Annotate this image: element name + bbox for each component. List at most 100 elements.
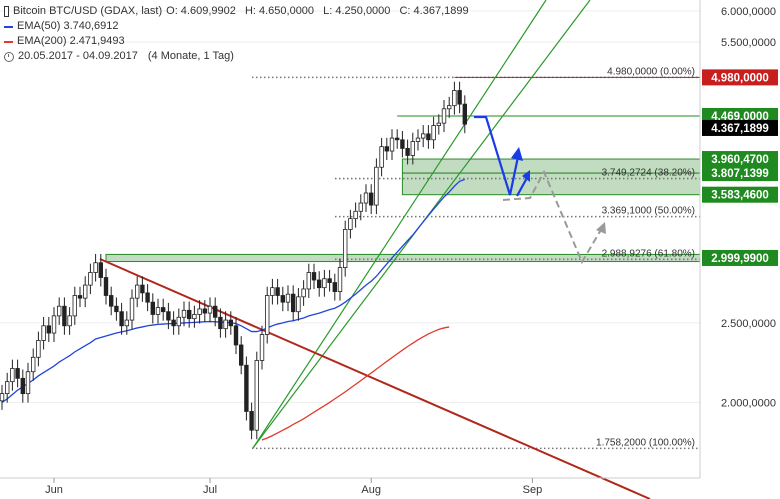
y-tick-label: 6.000,0000 <box>721 6 776 18</box>
candle <box>114 297 119 321</box>
projection-path-blue-2 <box>516 175 529 197</box>
candle-body <box>405 148 410 156</box>
candle-body <box>67 315 72 327</box>
fib-level-label: 3.369,1000 (50.00%) <box>602 206 695 217</box>
candle <box>150 293 155 324</box>
candle <box>223 311 228 338</box>
candle <box>155 298 161 324</box>
candle-body <box>379 146 384 168</box>
candle <box>25 362 31 403</box>
candle-body <box>301 288 306 298</box>
price-tag-box <box>702 186 778 203</box>
price-tag-box <box>702 119 778 136</box>
candle-body <box>389 137 395 152</box>
price-tag: 4.980,0000 <box>702 69 778 86</box>
candle <box>400 130 405 158</box>
candle <box>0 384 5 410</box>
fib-level-label: 1.758,2000 (100.00%) <box>596 437 695 448</box>
candle <box>415 129 421 151</box>
candle <box>186 301 192 328</box>
candle <box>30 348 36 381</box>
candle-body <box>30 356 36 373</box>
candle <box>311 263 317 290</box>
candle <box>457 81 462 114</box>
candle-body <box>311 272 317 281</box>
y-axis: 6.000,0000 5.500,0000 2.500,0000 2.000,0000 <box>699 0 776 478</box>
candle-body <box>441 108 447 124</box>
candle-body <box>140 284 145 294</box>
candle-body <box>218 316 223 330</box>
down-trendline <box>99 258 651 499</box>
legend-instrument-row: Bitcoin BTC/USD (GDAX, last) O: 4.609,99… <box>4 4 475 19</box>
candle-body <box>327 278 332 283</box>
candle-body <box>15 368 20 379</box>
y-tick-label: 2.000,0000 <box>721 397 776 409</box>
candle <box>462 95 467 134</box>
candle-body <box>337 267 343 292</box>
candle-body <box>134 284 140 299</box>
candle-body <box>316 279 322 289</box>
candle <box>446 96 452 118</box>
candle <box>176 308 181 335</box>
candle <box>254 351 259 440</box>
candle-body <box>436 122 441 126</box>
candle-body <box>10 368 15 383</box>
ohlc-values: O: 4.609,9902 H: 4.650,0000 L: 4.250,000… <box>166 4 474 19</box>
date-range: 20.05.2017 - 04.09.2017 <box>18 50 138 62</box>
candle-body <box>264 295 270 335</box>
candle <box>51 307 57 343</box>
candle <box>322 269 327 297</box>
candle-body <box>72 295 77 317</box>
candle-body <box>462 103 467 125</box>
price-tag-box <box>702 69 778 86</box>
projection-path-blue <box>474 115 521 196</box>
candle-body <box>384 146 389 152</box>
candle-body <box>249 411 254 431</box>
candle-body <box>129 297 135 321</box>
candle <box>316 271 322 297</box>
ema200-swatch <box>4 40 13 43</box>
candle-body <box>119 311 124 327</box>
ema200-label: EMA(200) 2.471,9493 <box>17 35 125 47</box>
low-value: L: 4.250,0000 <box>323 5 391 17</box>
x-tick-label: Aug <box>361 484 381 496</box>
candle-body <box>88 272 93 286</box>
candle-body <box>254 360 259 431</box>
candle <box>36 331 41 367</box>
candle <box>290 285 296 321</box>
candle <box>72 286 77 325</box>
arrow-head-gray <box>596 222 606 234</box>
candle-body <box>285 293 291 303</box>
candle <box>98 253 103 287</box>
fib-level-label: 3.749,2724 (38.20%) <box>602 168 695 179</box>
candle <box>405 139 410 165</box>
candle-body <box>93 262 98 273</box>
candlesticks <box>0 81 467 440</box>
candle-body <box>41 325 46 341</box>
candle-body <box>77 295 83 299</box>
candle <box>171 311 176 335</box>
x-tick-label: Sep <box>523 484 543 496</box>
candle <box>394 129 400 149</box>
candle-body <box>62 305 67 327</box>
candle <box>67 307 72 335</box>
candle <box>20 369 25 403</box>
legend-ema200-row: EMA(200) 2.471,9493 <box>4 34 475 49</box>
price-tag-label: 3.960,4700 <box>711 154 769 166</box>
candle <box>379 137 384 177</box>
candle <box>238 336 244 375</box>
legend-range-row: 20.05.2017 - 04.09.2017 (4 Monate, 1 Tag… <box>4 49 475 64</box>
candle <box>192 305 197 328</box>
candle-body <box>98 262 103 278</box>
candle <box>384 137 389 161</box>
candle <box>46 316 51 343</box>
x-axis: Jun Jul Aug Sep <box>0 477 700 496</box>
candle-body <box>306 272 311 290</box>
channel-upper <box>252 0 547 449</box>
candle <box>181 301 187 327</box>
candle-body <box>114 305 119 313</box>
candle-body <box>181 309 187 318</box>
candle <box>337 258 343 301</box>
price-tag-label: 3.807,1399 <box>711 168 769 180</box>
fib-level-label: 4.980,0000 (0.00%) <box>607 66 695 77</box>
